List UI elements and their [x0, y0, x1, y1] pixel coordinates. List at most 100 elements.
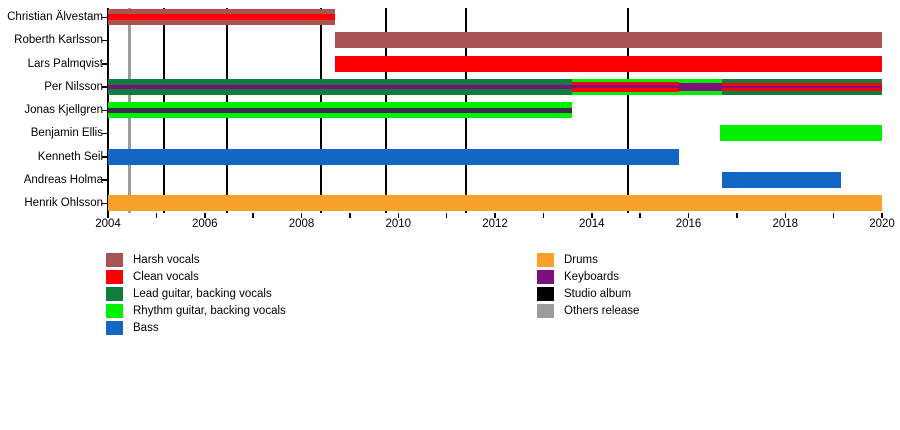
- x-axis-label: 2020: [869, 218, 895, 230]
- member-label: Andreas Holma: [23, 173, 103, 186]
- y-axis-tick: [102, 132, 107, 135]
- role-stripe-keyboards_dark: [108, 107, 573, 113]
- role-stripe-keyboards: [572, 85, 679, 89]
- member-label: Benjamin Ellis: [30, 127, 103, 140]
- role-stripe-rhythm_guitar: [572, 91, 679, 95]
- role-stripe-rhythm_guitar: [678, 90, 723, 95]
- y-axis-tick: [102, 63, 107, 65]
- y-axis-tick: [102, 16, 107, 18]
- x-axis-tick: [591, 213, 593, 218]
- x-axis-tick: [300, 213, 303, 218]
- legend-swatch-lead_guitar: [106, 287, 123, 301]
- x-axis-label: 2008: [288, 218, 315, 230]
- member-label: Henrik Ohlsson: [24, 197, 103, 209]
- member-label: Jonas Kjellgren: [24, 104, 103, 116]
- legend-label-bass: Bass: [133, 322, 159, 334]
- timeline-bar-segment: [108, 148, 679, 165]
- x-axis-label: 2016: [675, 218, 702, 230]
- legend-swatch-drums: [537, 253, 554, 267]
- role-stripe-rhythm_guitar: [678, 78, 723, 83]
- x-axis-tick: [252, 213, 254, 218]
- legend-swatch-keyboards: [537, 270, 554, 284]
- timeline-bar-segment: [572, 78, 679, 95]
- x-axis-tick: [107, 213, 109, 218]
- x-axis-tick: [784, 213, 786, 218]
- y-axis-tick: [102, 179, 107, 181]
- legend-label-lead_guitar: Lead guitar, backing vocals: [133, 288, 272, 300]
- role-stripe-clean_vocals: [572, 88, 679, 92]
- x-axis-tick: [445, 213, 448, 218]
- role-stripe-keyboards: [108, 84, 573, 89]
- x-axis-tick: [881, 213, 883, 218]
- timeline-bar-segment: [108, 195, 882, 211]
- timeline-bar-segment: [335, 32, 882, 49]
- timeline-bar-segment: [719, 125, 882, 142]
- timeline-bar-segment: [335, 55, 882, 72]
- legend-swatch-rhythm_guitar: [106, 304, 123, 318]
- legend-label-others_release: Others release: [564, 305, 640, 317]
- x-axis-label: 2014: [578, 218, 605, 230]
- member-label: Roberth Karlsson: [14, 34, 103, 47]
- y-axis-tick: [102, 86, 107, 88]
- role-stripe-bass: [722, 171, 841, 188]
- y-axis-tick: [102, 202, 107, 204]
- timeline-bar-segment: [722, 78, 882, 95]
- role-stripe-harsh_vocals: [108, 9, 336, 14]
- role-stripe-keyboards: [678, 82, 723, 91]
- role-stripe-lead_guitar: [108, 78, 573, 85]
- role-stripe-harsh_vocals: [335, 32, 882, 49]
- role-stripe-lead_guitar: [108, 88, 573, 95]
- role-stripe-clean_vocals: [108, 14, 336, 20]
- role-stripe-clean_vocals: [335, 55, 882, 72]
- x-axis-tick: [397, 213, 399, 218]
- member-label: Kenneth Seil: [37, 150, 103, 163]
- legend-swatch-bass: [106, 321, 123, 335]
- role-stripe-rhythm_guitar: [719, 125, 882, 142]
- legend-swatch-clean_vocals: [106, 270, 123, 284]
- x-axis-tick: [155, 213, 158, 218]
- role-stripe-lead_guitar: [722, 90, 882, 95]
- x-axis-tick: [687, 213, 690, 218]
- x-axis-label: 2006: [191, 218, 218, 230]
- legend-label-harsh_vocals: Harsh vocals: [133, 254, 200, 266]
- y-axis-line: [106, 8, 109, 213]
- x-axis-tick: [832, 213, 835, 218]
- member-label: Christian Älvestam: [7, 11, 103, 23]
- legend-swatch-studio_album: [537, 287, 554, 301]
- legend-label-keyboards: Keyboards: [564, 271, 619, 283]
- x-axis-label: 2018: [772, 218, 799, 230]
- role-stripe-bass: [108, 148, 679, 165]
- role-stripe-rhythm_guitar: [108, 102, 573, 108]
- timeline-bar-segment: [108, 78, 573, 95]
- role-stripe-lead_guitar: [722, 78, 882, 83]
- y-axis-tick: [102, 156, 107, 158]
- role-stripe-clean_vocals: [572, 81, 679, 86]
- timeline-bar-segment: [108, 102, 573, 118]
- x-axis-tick: [542, 213, 545, 218]
- legend-label-clean_vocals: Clean vocals: [133, 271, 199, 283]
- role-stripe-keyboards: [722, 85, 882, 89]
- timeline-bar-segment: [722, 171, 841, 188]
- x-axis-label: 2010: [385, 218, 412, 230]
- timeline-bar-segment: [678, 78, 723, 95]
- role-stripe-clean_vocals: [722, 88, 882, 91]
- x-axis-tick: [736, 213, 738, 218]
- legend-label-drums: Drums: [564, 254, 598, 266]
- x-axis-tick: [204, 213, 206, 218]
- x-axis-label: 2004: [95, 218, 121, 230]
- x-axis-tick: [494, 213, 496, 218]
- role-stripe-rhythm_guitar: [572, 78, 679, 82]
- legend-label-rhythm_guitar: Rhythm guitar, backing vocals: [133, 305, 286, 317]
- role-stripe-drums: [108, 195, 882, 211]
- member-label: Lars Palmqvist: [27, 57, 103, 70]
- legend-swatch-harsh_vocals: [106, 253, 123, 267]
- y-axis-tick: [102, 109, 107, 111]
- member-label: Per Nilsson: [44, 80, 103, 93]
- role-stripe-rhythm_guitar: [108, 112, 573, 118]
- x-axis-tick: [349, 213, 351, 218]
- studio-album-line: [627, 8, 630, 213]
- timeline-bar-segment: [108, 9, 336, 25]
- role-stripe-harsh_vocals: [108, 20, 336, 25]
- x-axis-tick: [639, 213, 641, 218]
